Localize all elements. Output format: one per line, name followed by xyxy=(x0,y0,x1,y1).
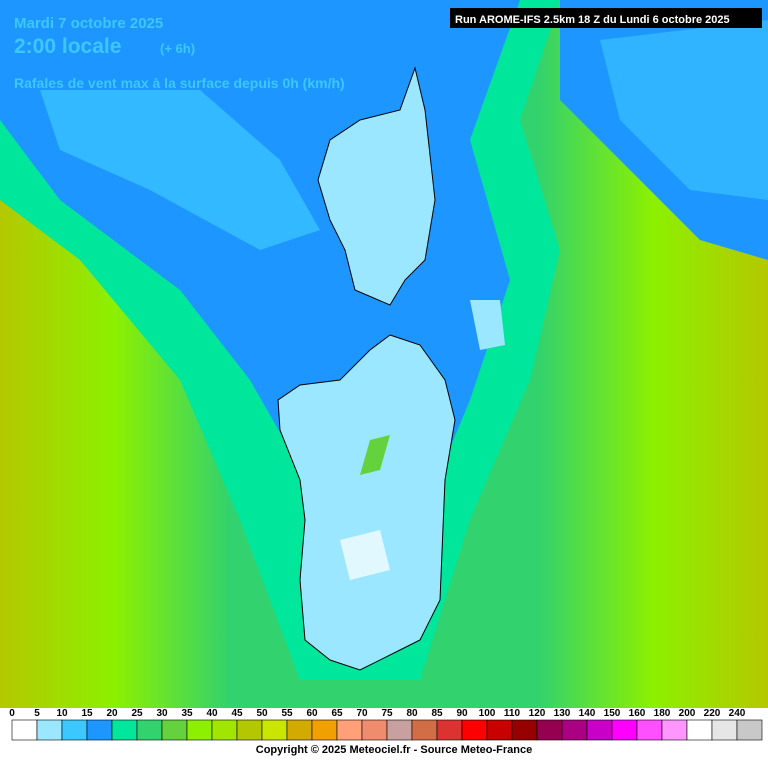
legend: 0 5 10 15 20 25 30 35 40 45 50 55 60 65 70 75 80 85 90 100 1… xyxy=(0,708,768,768)
legend-label: 240 xyxy=(729,708,746,719)
time: 2:00 locale xyxy=(14,35,121,58)
legend-label: 160 xyxy=(629,708,646,719)
legend-swatch xyxy=(211,719,238,741)
header: Mardi 7 octobre 2025 2:00 locale (+ 6h) … xyxy=(14,14,730,91)
legend-swatch xyxy=(336,719,363,741)
offset: (+ 6h) xyxy=(160,41,195,56)
legend-swatch xyxy=(711,719,738,741)
legend-label: 55 xyxy=(281,708,293,719)
legend-swatch xyxy=(136,719,163,741)
map-area xyxy=(0,0,768,708)
legend-swatch xyxy=(11,719,38,741)
legend-swatch xyxy=(561,719,588,741)
legend-swatch xyxy=(611,719,638,741)
legend-swatch xyxy=(286,719,313,741)
legend-label: 65 xyxy=(331,708,343,719)
legend-label: 60 xyxy=(306,708,318,719)
legend-label: 110 xyxy=(504,708,521,719)
legend-label: 85 xyxy=(431,708,443,719)
legend-swatch xyxy=(261,719,288,741)
copyright: Copyright © 2025 Meteociel.fr - Source M… xyxy=(256,744,532,756)
legend-label: 100 xyxy=(479,708,496,719)
legend-swatch xyxy=(586,719,613,741)
legend-label: 75 xyxy=(381,708,393,719)
legend-label: 10 xyxy=(56,708,68,719)
legend-label: 80 xyxy=(406,708,418,719)
legend-label: 20 xyxy=(106,708,118,719)
legend-label: 45 xyxy=(231,708,243,719)
title: Rafales de vent max à la surface depuis … xyxy=(14,75,345,91)
date: Mardi 7 octobre 2025 xyxy=(14,15,163,32)
legend-swatch xyxy=(686,719,713,741)
legend-swatch xyxy=(161,719,188,741)
legend-label: 220 xyxy=(704,708,721,719)
legend-swatch xyxy=(386,719,413,741)
legend-label: 15 xyxy=(81,708,93,719)
legend-swatch xyxy=(661,719,688,741)
legend-label: 150 xyxy=(604,708,621,719)
legend-swatch xyxy=(61,719,88,741)
legend-label: 180 xyxy=(654,708,671,719)
legend-swatch xyxy=(536,719,563,741)
legend-swatch xyxy=(186,719,213,741)
legend-label: 70 xyxy=(356,708,368,719)
run-info: Run AROME-IFS 2.5km 18 Z du Lundi 6 octo… xyxy=(455,14,730,26)
legend-label: 140 xyxy=(579,708,596,719)
legend-swatch xyxy=(361,719,388,741)
legend-swatch xyxy=(436,719,463,741)
legend-swatch xyxy=(736,719,763,741)
legend-swatch xyxy=(236,719,263,741)
legend-swatch xyxy=(461,719,488,741)
legend-swatch xyxy=(636,719,663,741)
legend-swatch xyxy=(411,719,438,741)
legend-label: 200 xyxy=(679,708,696,719)
legend-label: 120 xyxy=(529,708,546,719)
legend-label: 5 xyxy=(34,708,40,719)
legend-swatch xyxy=(86,719,113,741)
legend-swatch xyxy=(111,719,138,741)
legend-label: 30 xyxy=(156,708,168,719)
legend-label: 25 xyxy=(131,708,143,719)
legend-swatch xyxy=(311,719,338,741)
legend-label: 0 xyxy=(9,708,15,719)
legend-label: 130 xyxy=(554,708,571,719)
legend-label: 90 xyxy=(456,708,468,719)
legend-swatch xyxy=(511,719,538,741)
legend-label: 40 xyxy=(206,708,218,719)
legend-swatch xyxy=(486,719,513,741)
legend-label: 50 xyxy=(256,708,268,719)
legend-swatch xyxy=(36,719,63,741)
legend-label: 35 xyxy=(181,708,193,719)
